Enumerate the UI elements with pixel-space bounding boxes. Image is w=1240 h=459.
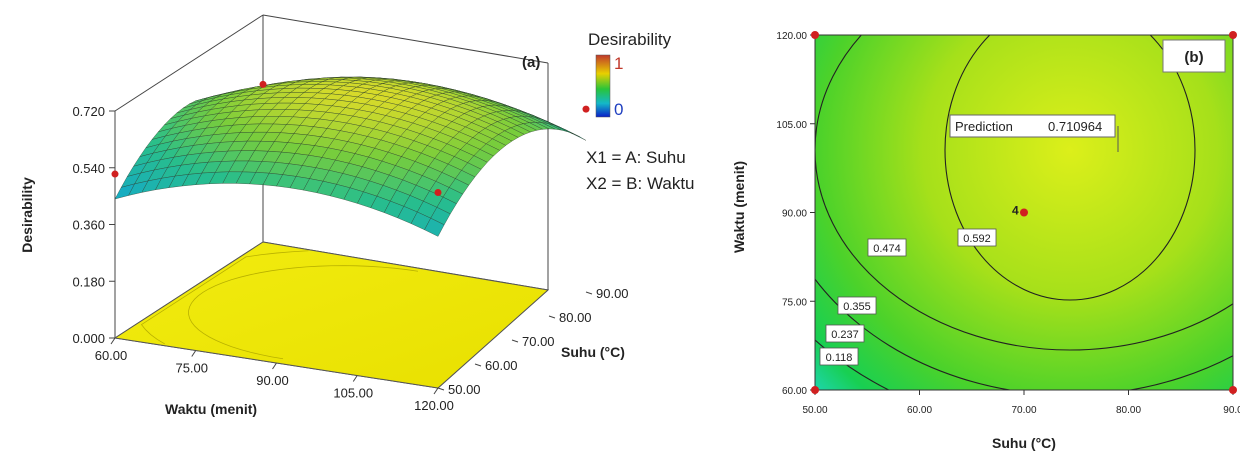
x-tick	[433, 387, 439, 395]
center-point-count: 4	[1012, 204, 1019, 218]
x-tick	[272, 362, 277, 370]
z-tick-label: 0.000	[72, 331, 105, 346]
desirability-surface	[114, 76, 587, 237]
y-tick	[548, 315, 556, 319]
design-point	[1229, 386, 1237, 394]
legend-min-label: 0	[614, 100, 623, 119]
x-tick-label: 120.00	[414, 398, 454, 413]
panel-label-box	[1162, 39, 1226, 73]
x-tick	[110, 337, 116, 345]
y-tick	[437, 387, 445, 391]
contour-label-box	[837, 296, 877, 315]
box-edge	[114, 14, 264, 112]
prediction-value: 0.710964	[1048, 119, 1102, 134]
legend-title: Desirability	[588, 30, 672, 49]
design-point	[1229, 31, 1237, 39]
contour-label-box	[867, 238, 907, 257]
y-axis-label-b: Waktu (menit)	[731, 161, 747, 253]
prediction-box: Prediction 0.710964	[949, 114, 1119, 152]
x-tick	[352, 375, 358, 382]
y-tick-label: 90.00	[782, 209, 807, 220]
legend-colorbar	[595, 54, 611, 118]
plot-frame	[814, 34, 1234, 391]
contour-label: 0.237	[831, 329, 859, 341]
y-tick	[585, 291, 593, 295]
floor-contours	[113, 241, 550, 389]
surface-plot: 0.000 0.180 0.360 0.540 0.720 60.00 75.00 90.00…	[19, 14, 695, 417]
y-tick	[474, 363, 482, 367]
contour-label: 0.592	[963, 233, 991, 245]
floor-contour	[140, 250, 309, 345]
x-axis-label: Waktu (menit)	[165, 401, 257, 417]
contour-label-box	[957, 228, 997, 247]
y-tick-label: 70.00	[522, 334, 555, 349]
panel-label-a: (a)	[522, 54, 540, 71]
floor-contour	[188, 265, 419, 360]
contour-line	[944, 35, 1196, 301]
design-points: 4	[811, 31, 1237, 394]
z-tick-label: 0.360	[72, 218, 105, 233]
contour-lines	[815, 35, 1233, 390]
z-tick-label: 0.540	[72, 161, 105, 176]
factor-x2: X2 = B: Waktu	[586, 174, 695, 193]
x-tick-label: 90.00	[256, 373, 289, 388]
contour-label: 0.355	[843, 301, 871, 313]
axis-ticks: 0.000 0.180 0.360 0.540 0.720 60.00 75.00 90.00…	[72, 104, 628, 413]
design-point	[1020, 208, 1028, 217]
x-tick-label: 60.00	[95, 348, 128, 363]
contour-labels: 0.592 0.474 0.355 0.237 0.118	[819, 228, 997, 366]
x-tick-label: 105.00	[333, 386, 373, 401]
contour-field	[815, 35, 1233, 390]
contour-label-box	[819, 347, 859, 366]
surface-cell	[424, 217, 445, 237]
x-tick-label: 75.00	[175, 361, 208, 376]
box-edge	[262, 14, 549, 64]
legend-max-label: 1	[614, 54, 623, 73]
prediction-label: Prediction	[955, 119, 1013, 134]
y-tick-label: 105.00	[776, 120, 807, 131]
y-axis-label: Suhu (°C)	[561, 344, 625, 360]
z-axis-label: Desirability	[19, 177, 35, 253]
contour-line	[815, 35, 1233, 351]
y-tick-label: 60.00	[782, 386, 807, 397]
design-point	[434, 189, 442, 197]
y-tick-label: 90.00	[596, 286, 629, 301]
x-tick-label: 80.00	[1116, 405, 1141, 416]
z-tick-label: 0.180	[72, 274, 105, 289]
x-tick-label: 60.00	[907, 405, 932, 416]
x-tick-label: 90.0	[1223, 405, 1240, 416]
design-points	[111, 80, 590, 197]
contour-label-box	[825, 324, 865, 343]
y-tick-label: 75.00	[782, 297, 807, 308]
design-point	[582, 105, 590, 113]
contour-line	[815, 388, 817, 390]
axis-ticks: 50.00 60.00 70.00 80.00 90.0 60.00 75.00 90.00 1…	[776, 31, 1240, 416]
contour-line	[815, 339, 891, 390]
y-tick-label: 60.00	[485, 358, 518, 373]
contour-label: 0.474	[873, 243, 901, 255]
x-axis-label-b: Suhu (°C)	[992, 435, 1056, 451]
x-tick-label: 50.00	[802, 405, 827, 416]
y-tick	[511, 339, 519, 343]
floor-plane	[113, 241, 550, 389]
z-tick-label: 0.720	[72, 104, 105, 119]
panel-label-b: (b)	[1184, 49, 1203, 66]
prediction-frame	[949, 114, 1116, 138]
y-tick-label: 80.00	[559, 310, 592, 325]
x-tick	[191, 350, 197, 357]
x-tick-label: 70.00	[1011, 405, 1036, 416]
design-point	[259, 80, 267, 88]
factor-x1: X1 = A: Suhu	[586, 148, 686, 167]
y-tick-label: 50.00	[448, 382, 481, 397]
design-point	[811, 386, 819, 394]
contour-line	[815, 278, 1233, 390]
design-point	[111, 170, 119, 178]
contour-label: 0.118	[826, 352, 853, 364]
y-tick-label: 120.00	[776, 31, 807, 42]
design-point	[811, 31, 819, 39]
